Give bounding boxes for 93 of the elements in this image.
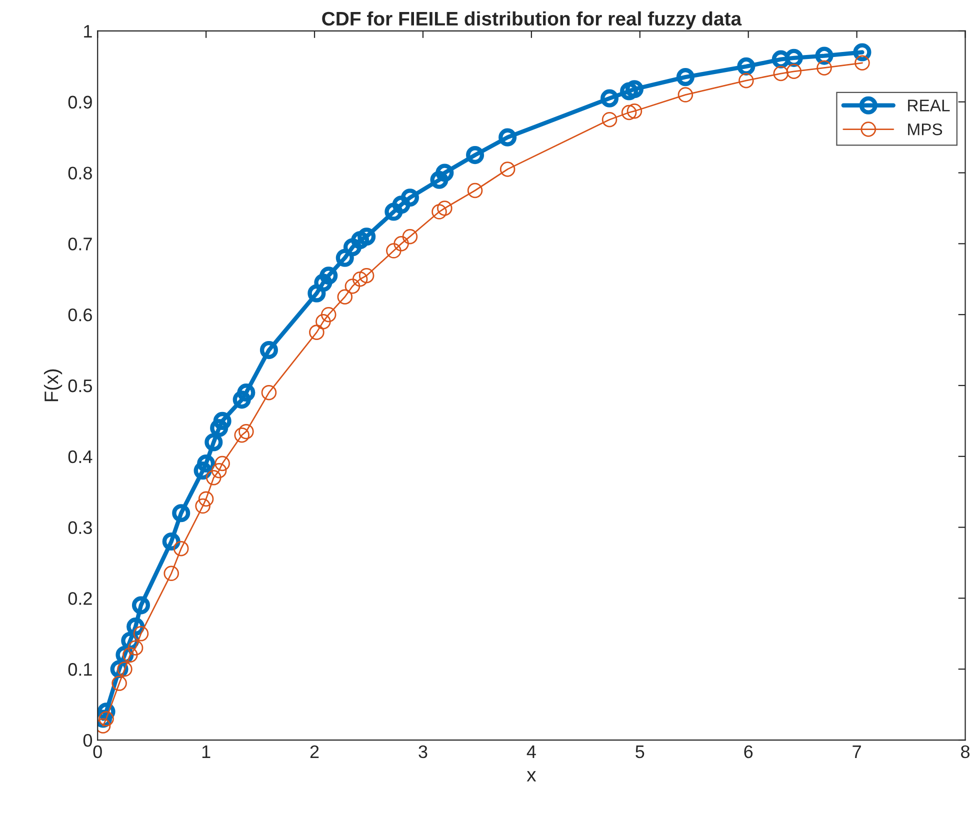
point — [336, 248, 354, 267]
point — [384, 202, 403, 221]
point — [343, 238, 362, 256]
point — [500, 162, 516, 177]
point — [128, 640, 144, 656]
point — [316, 314, 331, 330]
y-tick-label: 0.5 — [68, 379, 92, 392]
point — [320, 266, 338, 285]
point — [678, 87, 694, 102]
point — [214, 456, 230, 472]
y-tick-label: 0.8 — [68, 166, 92, 180]
point — [394, 236, 409, 252]
point — [261, 384, 277, 400]
point — [164, 566, 179, 582]
point — [626, 103, 642, 119]
point — [676, 68, 694, 86]
x-tick-label: 3 — [418, 745, 428, 758]
point — [358, 228, 376, 246]
point — [337, 289, 353, 305]
point — [162, 532, 180, 551]
y-axis-title: F(x) — [44, 369, 62, 402]
x-tick-label: 5 — [636, 746, 644, 758]
point — [126, 618, 145, 636]
point — [211, 462, 227, 478]
point — [204, 433, 223, 452]
point — [122, 647, 138, 663]
point — [430, 170, 448, 189]
legend-label: MPS — [908, 123, 942, 136]
x-tick-label: 1 — [202, 746, 210, 758]
point — [320, 306, 336, 322]
y-tick-label: 0.3 — [68, 521, 92, 534]
point — [358, 268, 374, 284]
point — [198, 491, 214, 507]
point — [309, 324, 324, 340]
point — [234, 427, 250, 443]
point — [112, 676, 127, 691]
point — [173, 540, 189, 556]
point — [210, 419, 228, 438]
x-tick-label: 7 — [852, 746, 861, 758]
point — [621, 104, 637, 120]
point — [854, 55, 870, 71]
point — [600, 89, 619, 108]
point — [498, 128, 517, 146]
y-tick-label: 1 — [84, 25, 92, 38]
point — [738, 72, 754, 88]
point — [392, 196, 410, 214]
point — [172, 504, 190, 522]
y-tick-label: 0 — [83, 734, 92, 747]
y-tick-label: 0.6 — [68, 308, 92, 322]
chart-title: CDF for FIEILE distribution for real fuzzy data — [322, 11, 742, 30]
x-tick-label: 2 — [310, 745, 319, 758]
point — [402, 228, 418, 244]
point — [195, 498, 210, 514]
point — [815, 46, 834, 65]
point — [853, 43, 872, 62]
y-tick-label: 0.2 — [68, 592, 92, 605]
point — [232, 390, 251, 409]
point — [625, 80, 644, 98]
x-tick-label: 8 — [961, 745, 970, 758]
point — [344, 278, 360, 294]
point — [773, 66, 789, 82]
x-axis-title: x — [526, 771, 536, 782]
point — [314, 274, 332, 292]
point — [213, 412, 232, 430]
point — [432, 204, 447, 220]
point — [197, 454, 216, 473]
point — [386, 243, 402, 258]
point — [352, 272, 368, 287]
point — [786, 64, 802, 80]
point — [400, 188, 419, 207]
y-tick-label: 0.1 — [68, 663, 92, 676]
point — [132, 596, 150, 614]
point — [206, 470, 222, 486]
point — [237, 384, 256, 402]
point — [308, 284, 326, 302]
point — [133, 626, 149, 642]
x-tick-label: 4 — [526, 746, 536, 758]
y-tick-label: 0.7 — [68, 238, 92, 250]
point — [466, 146, 484, 164]
y-tick-label: 0.9 — [68, 96, 92, 109]
point — [260, 341, 278, 360]
x-tick-label: 0 — [93, 745, 102, 758]
y-tick-label: 0.4 — [68, 450, 92, 464]
point — [117, 661, 132, 677]
point — [437, 200, 452, 216]
point — [816, 60, 832, 76]
point — [602, 112, 618, 128]
point — [436, 164, 454, 182]
point — [467, 182, 483, 198]
point — [238, 424, 254, 440]
x-tick-label: 6 — [744, 745, 753, 758]
point — [620, 82, 638, 100]
legend-label: REAL — [908, 100, 950, 112]
